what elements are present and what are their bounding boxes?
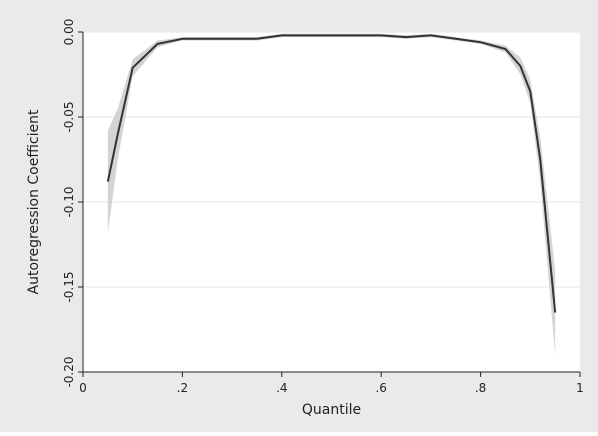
y-tick-label: -0.15 — [62, 271, 76, 302]
x-tick-label: .2 — [177, 381, 188, 395]
y-tick-label: -0.20 — [62, 356, 76, 387]
series-line — [106, 34, 557, 313]
series-layer — [106, 34, 557, 313]
x-tick-label: 0 — [79, 381, 87, 395]
x-tick-label: 1 — [576, 381, 584, 395]
y-axis-label: Autoregression Coefficient — [26, 109, 42, 294]
y-tick-label: -0.05 — [62, 101, 76, 132]
axes — [78, 31, 581, 377]
y-tick-label: 0.00 — [62, 19, 76, 46]
y-tick-label: -0.10 — [62, 186, 76, 217]
x-tick-label: .8 — [475, 381, 486, 395]
x-axis-label: Quantile — [302, 402, 361, 418]
x-tick-label: .6 — [375, 381, 386, 395]
tick-labels: 0.00 -0.05 -0.10 -0.15 -0.200 .2 .4 .6 .8 1 — [62, 19, 584, 395]
x-tick-label: .4 — [276, 381, 287, 395]
